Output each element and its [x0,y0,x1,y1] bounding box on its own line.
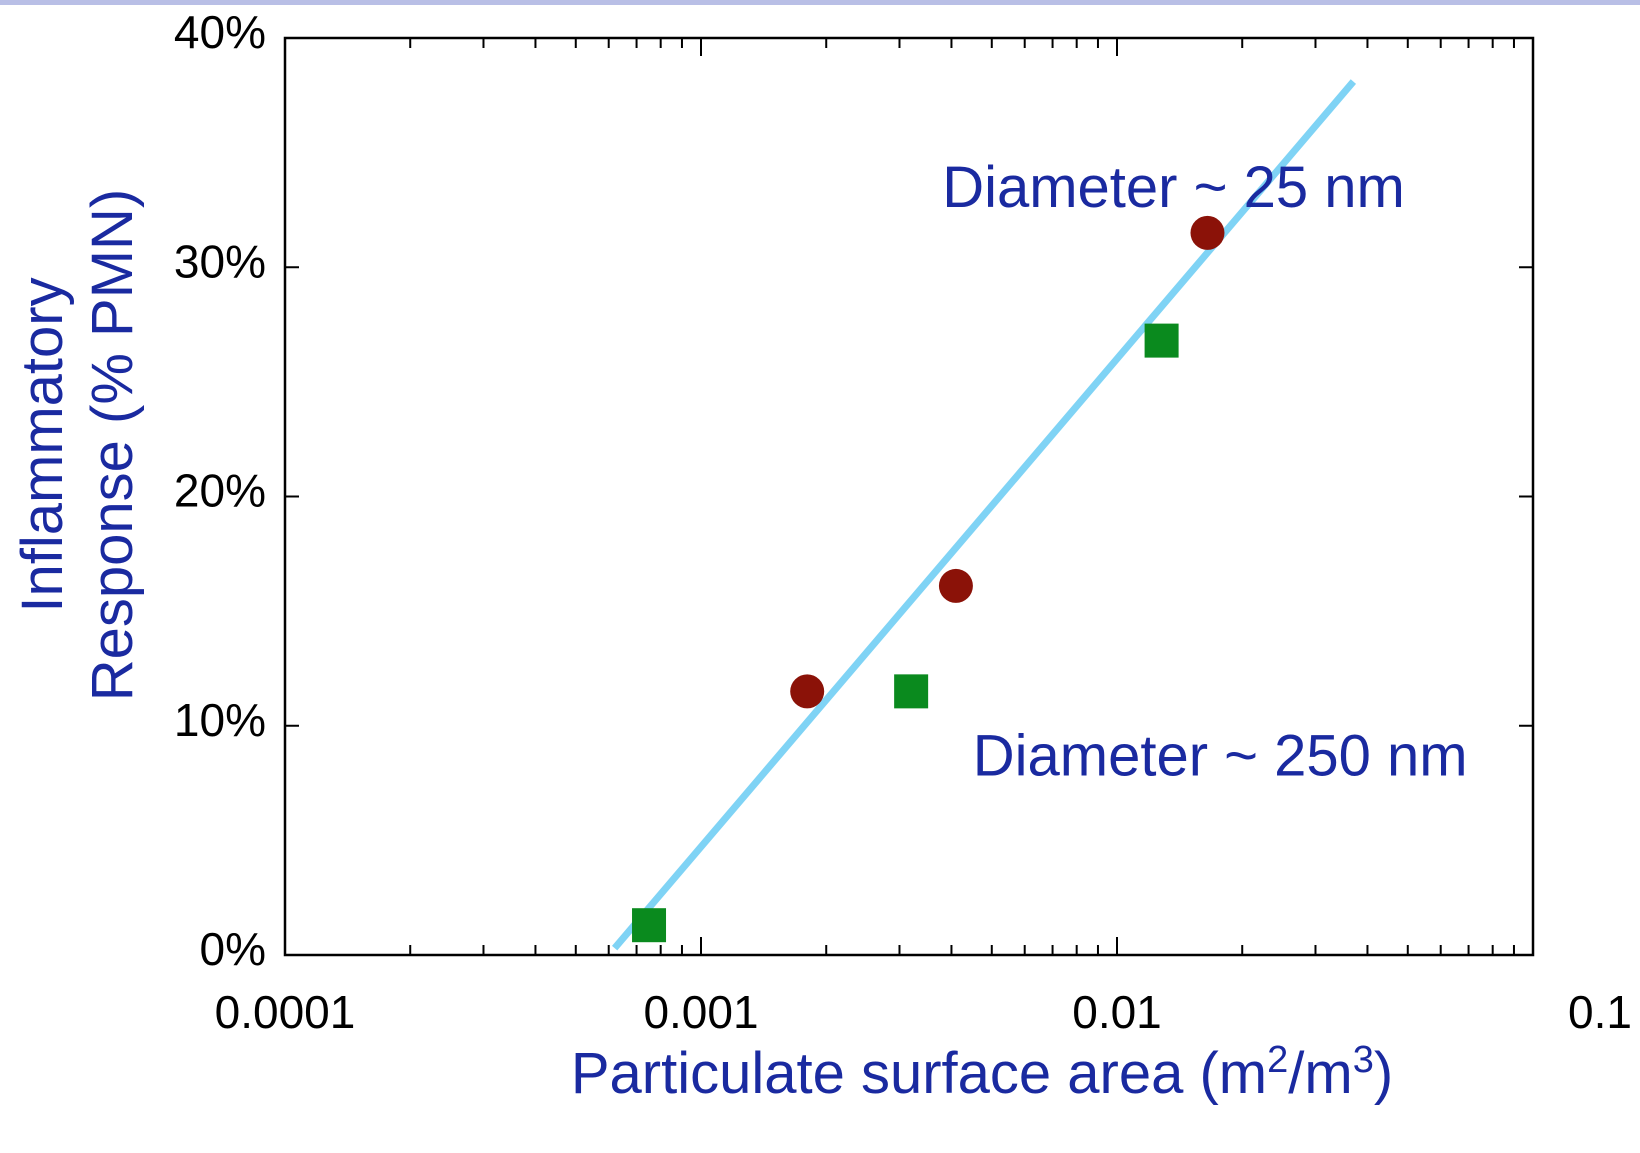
y-tick-label: 40% [174,6,266,58]
y-tick-label: 10% [174,694,266,746]
x-tick-label: 0.0001 [215,986,356,1038]
x-axis-title-main: Particulate surface area (m [571,1041,1267,1106]
x-axis-title: Particulate surface area (m2/m3) [571,1039,1393,1106]
data-point-square [632,908,667,943]
x-axis-title-end: ) [1374,1041,1393,1106]
axis-ticks [284,37,1534,956]
annotation-label: Diameter ~ 25 nm [942,155,1405,220]
fit-line [611,79,1357,951]
x-tick-label: 0.01 [1072,986,1162,1038]
annotation-label: Diameter ~ 250 nm [973,724,1468,789]
plot-frame [283,36,1535,957]
x-tick-labels: 0.0001 0.001 0.01 0.1 [215,986,1632,1038]
y-axis-title-line-2: Response (% PMN) [80,189,145,701]
data-point-square [894,674,929,709]
y-axis-title-line-1: Inflammatory [10,277,75,612]
data-point-square [1144,323,1179,358]
data-points [632,215,1225,943]
data-point-circle [938,568,973,603]
y-tick-labels: 0% 10% 20% 30% 40% [174,6,266,975]
top-rule [0,0,1640,5]
x-axis-title-mid: /m [1288,1041,1352,1106]
y-tick-label: 0% [200,923,266,975]
x-tick-label: 0.1 [1568,986,1632,1038]
y-tick-label: 20% [174,465,266,517]
x-tick-label: 0.001 [643,986,758,1038]
x-axis-title-sup2: 3 [1353,1039,1374,1081]
data-point-circle [1190,215,1225,250]
annotations: Diameter ~ 25 nm Diameter ~ 250 nm [942,155,1467,789]
y-tick-label: 30% [174,235,266,287]
data-point-circle [790,674,825,709]
x-axis-title-sup1: 2 [1267,1039,1288,1081]
